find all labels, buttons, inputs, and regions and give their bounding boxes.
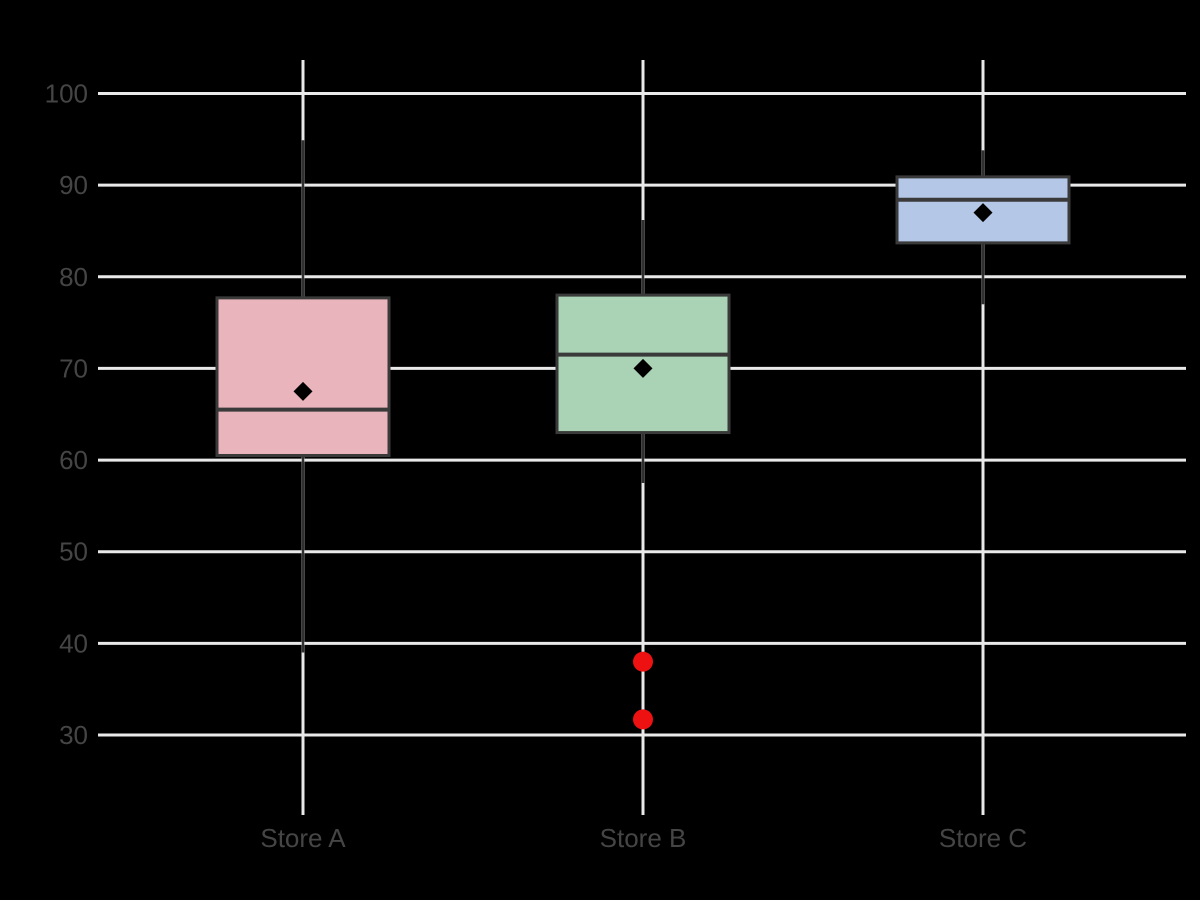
y-tick-label: 60 [59,445,88,475]
y-tick-label: 50 [59,537,88,567]
y-tick-label: 80 [59,262,88,292]
mean-marker-store-c [973,203,993,223]
box-store-b [555,293,731,435]
outlier-store-b [633,709,653,730]
x-category-label: Store C [939,823,1027,853]
y-tick-label: 40 [59,628,88,658]
y-tick-label: 90 [59,170,88,200]
y-tick-label: 30 [59,720,88,750]
x-category-label: Store B [600,823,687,853]
y-tick-label: 70 [59,353,88,383]
box-store-a [215,296,391,457]
mean-marker-store-b [633,358,653,378]
outlier-store-b [633,651,653,672]
mean-marker-store-a [293,381,313,401]
x-category-label: Store A [260,823,346,853]
y-tick-label: 100 [45,79,88,109]
